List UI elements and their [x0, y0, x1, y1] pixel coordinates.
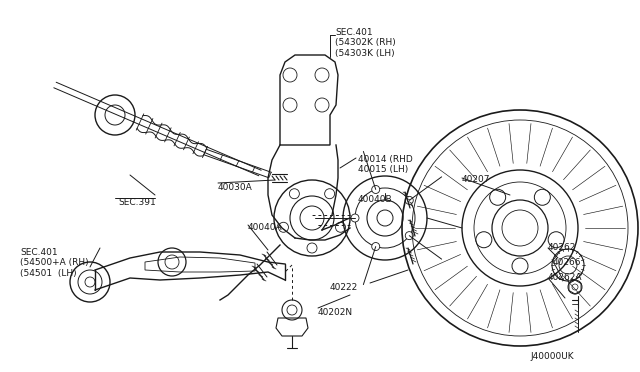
- Text: 40262A: 40262A: [548, 273, 582, 282]
- Text: 40202N: 40202N: [318, 308, 353, 317]
- Text: J40000UK: J40000UK: [530, 352, 573, 361]
- Text: SEC.391: SEC.391: [118, 198, 156, 207]
- Text: 40040A: 40040A: [248, 223, 283, 232]
- Circle shape: [405, 196, 413, 204]
- Text: 40266: 40266: [553, 258, 582, 267]
- Circle shape: [351, 214, 359, 222]
- Circle shape: [372, 186, 380, 193]
- Text: SEC.401
(54302K (RH)
(54303K (LH): SEC.401 (54302K (RH) (54303K (LH): [335, 28, 396, 58]
- Text: 40262: 40262: [548, 243, 577, 252]
- Text: 40040B: 40040B: [358, 195, 392, 204]
- Circle shape: [372, 243, 380, 250]
- Text: 40207: 40207: [462, 175, 490, 184]
- Text: 40014 (RHD
40015 (LH): 40014 (RHD 40015 (LH): [358, 155, 413, 174]
- Text: 40030A: 40030A: [218, 183, 253, 192]
- Text: 40222: 40222: [330, 283, 358, 292]
- Text: SEC.401
(54500+A (RH)
(54501  (LH): SEC.401 (54500+A (RH) (54501 (LH): [20, 248, 88, 278]
- Circle shape: [405, 232, 413, 240]
